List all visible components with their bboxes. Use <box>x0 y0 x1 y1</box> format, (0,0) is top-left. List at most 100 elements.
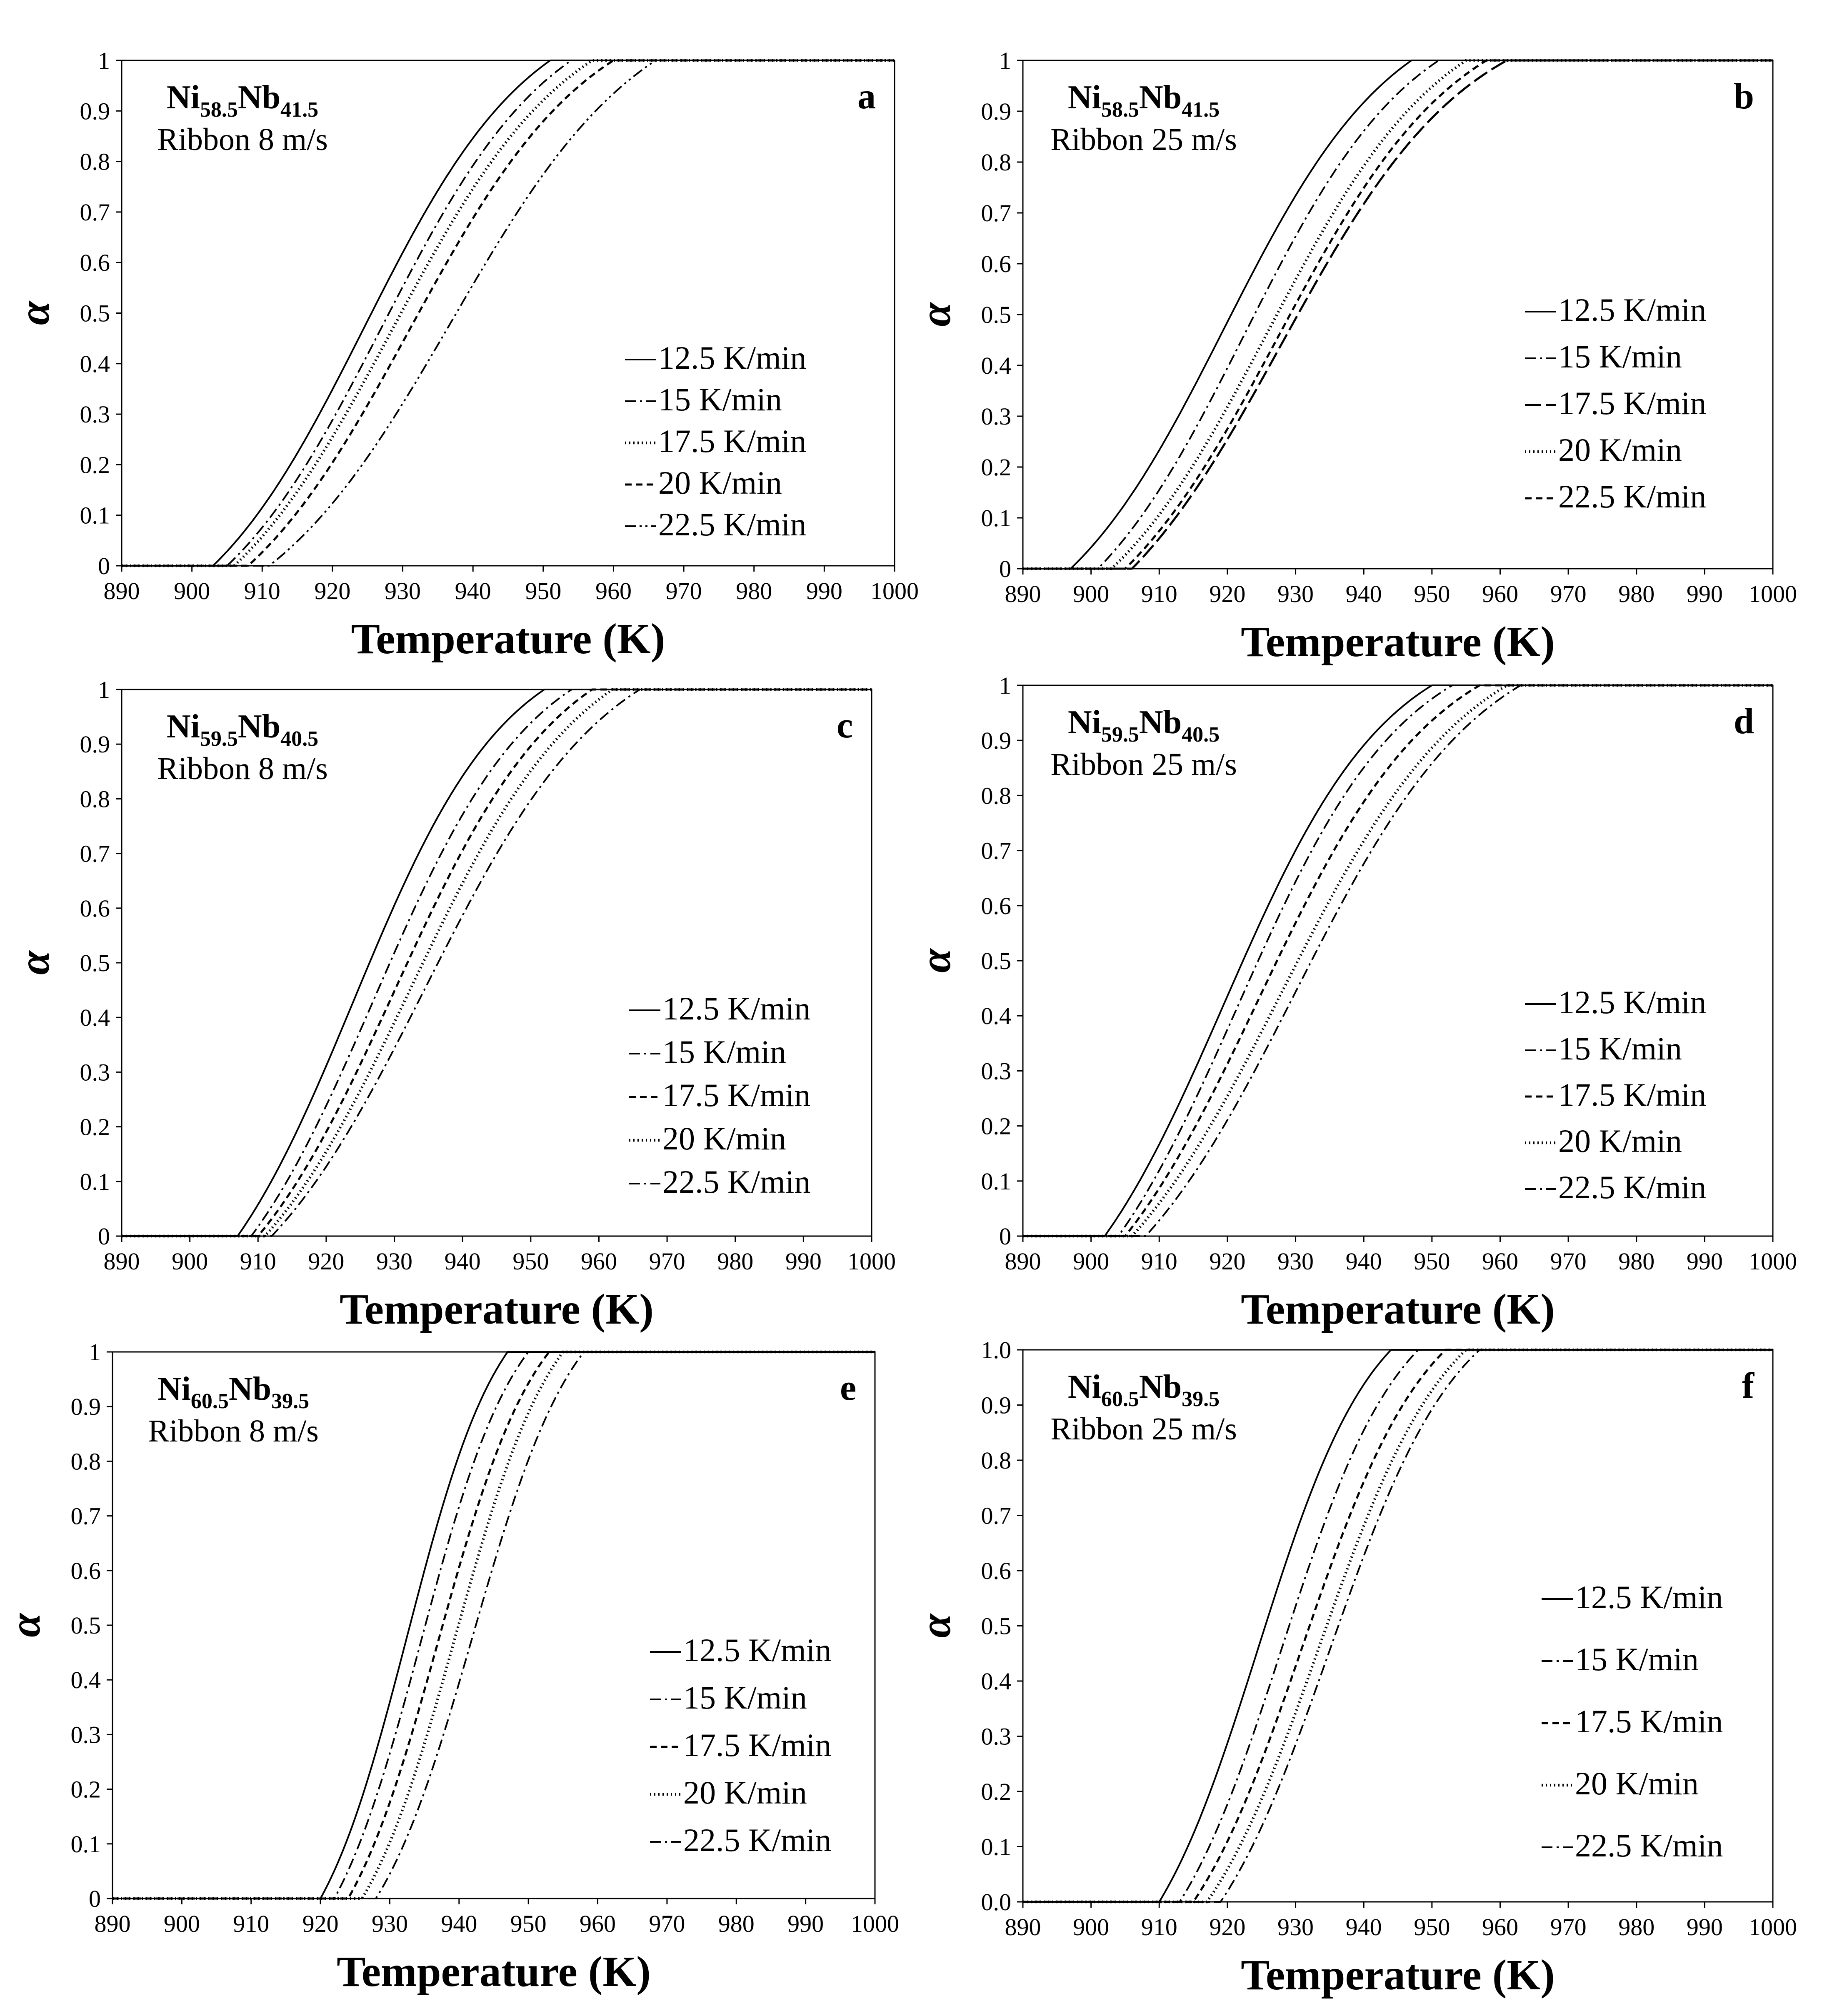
composition-label: Ni60.5Nb39.5 <box>1068 1369 1220 1411</box>
y-tick-label: 0.5 <box>981 301 1012 328</box>
x-tick-label: 1000 <box>1749 1914 1797 1941</box>
legend-label: 17.5 K/min <box>683 1727 831 1763</box>
x-tick-label: 920 <box>1209 580 1245 607</box>
panel-label: d <box>1734 701 1754 742</box>
x-tick-label: 890 <box>1005 580 1041 607</box>
x-tick-label: 990 <box>1687 1248 1723 1275</box>
x-axis-title: Temperature (K) <box>1241 1285 1555 1333</box>
y-axis-title: α <box>10 300 58 325</box>
y-axis-title: α <box>1 1613 49 1637</box>
panel-label: b <box>1734 76 1754 117</box>
y-tick-label: 0.8 <box>981 149 1012 176</box>
legend-label: 20 K/min <box>1575 1765 1699 1801</box>
ribbon-speed-label: Ribbon 8 m/s <box>157 751 328 786</box>
y-tick-label: 0.5 <box>981 1613 1012 1640</box>
x-tick-label: 960 <box>581 1248 617 1275</box>
x-tick-label: 980 <box>736 577 772 605</box>
x-tick-label: 950 <box>1414 580 1450 607</box>
x-tick-label: 900 <box>1073 1914 1109 1941</box>
x-axis-title: Temperature (K) <box>1241 618 1555 666</box>
chart-panel-c: 890 900 910 920 930 940 950 960 970 980 990 1000 0 0.… <box>10 676 896 1333</box>
legend-label: 22.5 K/min <box>1558 478 1706 515</box>
y-tick-label: 0.4 <box>71 1666 101 1694</box>
x-tick-label: 940 <box>455 577 491 605</box>
x-tick-label: 890 <box>1005 1914 1041 1941</box>
y-tick-label: 0.8 <box>71 1448 101 1475</box>
x-tick-label: 910 <box>1141 1914 1177 1941</box>
x-tick-label: 940 <box>1346 580 1382 607</box>
legend-label: 22.5 K/min <box>1558 1169 1706 1205</box>
y-tick-label: 0.4 <box>80 350 110 377</box>
series-line-5 <box>1023 59 1773 570</box>
y-tick-label: 0.9 <box>981 98 1012 125</box>
x-tick-label: 970 <box>666 577 702 605</box>
series-line-5 <box>122 60 895 567</box>
x-tick-label: 900 <box>174 577 210 605</box>
legend-label: 17.5 K/min <box>1558 385 1706 421</box>
x-tick-label: 930 <box>1277 580 1314 607</box>
x-tick-label: 910 <box>1141 580 1177 607</box>
ribbon-speed-label: Ribbon 25 m/s <box>1050 1411 1237 1446</box>
x-tick-label: 980 <box>1618 580 1655 607</box>
x-tick-label: 950 <box>525 577 561 605</box>
y-tick-label: 0.5 <box>80 949 110 977</box>
x-tick-label: 910 <box>240 1248 276 1275</box>
y-tick-label: 0.7 <box>981 200 1012 227</box>
y-tick-label: 0 <box>98 552 110 580</box>
y-tick-label: 1 <box>999 47 1011 74</box>
chart-panel-f: 890 900 910 920 930 940 950 960 970 980 990 1000 0.0… <box>912 1337 1797 1999</box>
x-tick-label: 980 <box>1618 1248 1655 1275</box>
composition-label: Ni59.5Nb40.5 <box>1068 704 1220 747</box>
chart-panel-d: 890 900 910 920 930 940 950 960 970 980 990 1000 0 0.… <box>912 672 1797 1333</box>
y-tick-label: 1 <box>999 672 1011 699</box>
x-tick-label: 950 <box>1414 1248 1450 1275</box>
y-tick-label: 0.8 <box>981 782 1012 809</box>
legend-label: 22.5 K/min <box>662 1164 810 1200</box>
x-tick-label: 970 <box>1550 1914 1587 1941</box>
y-tick-label: 0.2 <box>80 1114 110 1141</box>
x-tick-label: 930 <box>376 1248 412 1275</box>
x-tick-label: 900 <box>172 1248 208 1275</box>
y-tick-label: 0.5 <box>981 947 1012 974</box>
y-tick-label: 0.5 <box>80 300 110 327</box>
x-tick-label: 980 <box>717 1248 753 1275</box>
y-tick-label: 0.3 <box>981 1723 1012 1750</box>
x-tick-label: 990 <box>806 577 842 605</box>
x-tick-label: 990 <box>787 1910 824 1937</box>
y-tick-label: 0.8 <box>981 1447 1012 1474</box>
panel-label: c <box>837 705 853 746</box>
y-tick-label: 0.3 <box>80 401 110 428</box>
x-tick-label: 990 <box>785 1248 822 1275</box>
x-tick-label: 950 <box>512 1248 549 1275</box>
y-tick-label: 0 <box>89 1885 101 1912</box>
y-tick-label: 0.3 <box>80 1059 110 1086</box>
x-tick-label: 930 <box>1277 1914 1314 1941</box>
y-tick-label: 0.6 <box>981 250 1012 277</box>
y-tick-label: 0 <box>98 1223 110 1250</box>
y-tick-label: 0.2 <box>981 1113 1012 1140</box>
x-tick-label: 910 <box>1141 1248 1177 1275</box>
y-axis-title: α <box>912 948 960 973</box>
legend-label: 20 K/min <box>1558 1123 1682 1159</box>
x-tick-label: 890 <box>95 1910 131 1937</box>
x-tick-label: 940 <box>441 1910 477 1937</box>
y-tick-label: 0.1 <box>80 1168 110 1195</box>
legend-label: 12.5 K/min <box>1575 1579 1723 1615</box>
y-tick-label: 1.0 <box>981 1337 1012 1364</box>
series-line-3 <box>1023 1349 1773 1903</box>
x-tick-label: 900 <box>1073 1248 1109 1275</box>
panel-label: a <box>857 76 876 117</box>
y-tick-label: 0.7 <box>71 1503 101 1530</box>
y-tick-label: 0.4 <box>80 1004 110 1031</box>
x-tick-label: 960 <box>1482 1248 1518 1275</box>
x-tick-label: 1000 <box>1749 1248 1797 1275</box>
y-tick-label: 0.7 <box>80 840 110 867</box>
legend-label: 12.5 K/min <box>658 340 806 376</box>
legend-label: 15 K/min <box>1575 1641 1699 1677</box>
x-tick-label: 930 <box>1277 1248 1314 1275</box>
x-tick-label: 990 <box>1687 580 1723 607</box>
chart-panel-e: 890 900 910 920 930 940 950 960 970 980 990 1000 0 0.… <box>1 1339 899 1996</box>
y-tick-label: 1 <box>89 1339 101 1366</box>
y-tick-label: 0 <box>999 555 1011 582</box>
x-tick-label: 960 <box>1482 580 1518 607</box>
